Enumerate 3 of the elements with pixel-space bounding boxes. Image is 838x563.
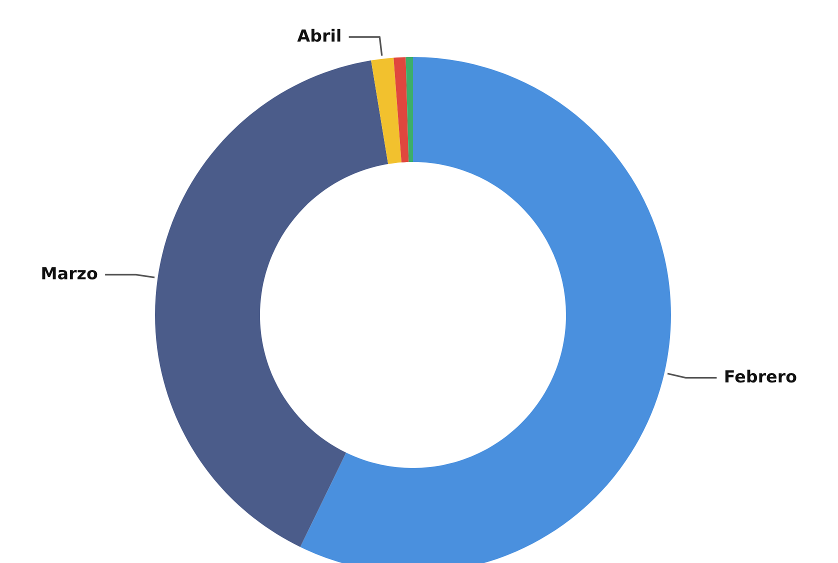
slice-label: Abril (297, 28, 340, 42)
slice-label: Febrero (725, 370, 796, 383)
slice-label: Marzo (42, 267, 98, 280)
